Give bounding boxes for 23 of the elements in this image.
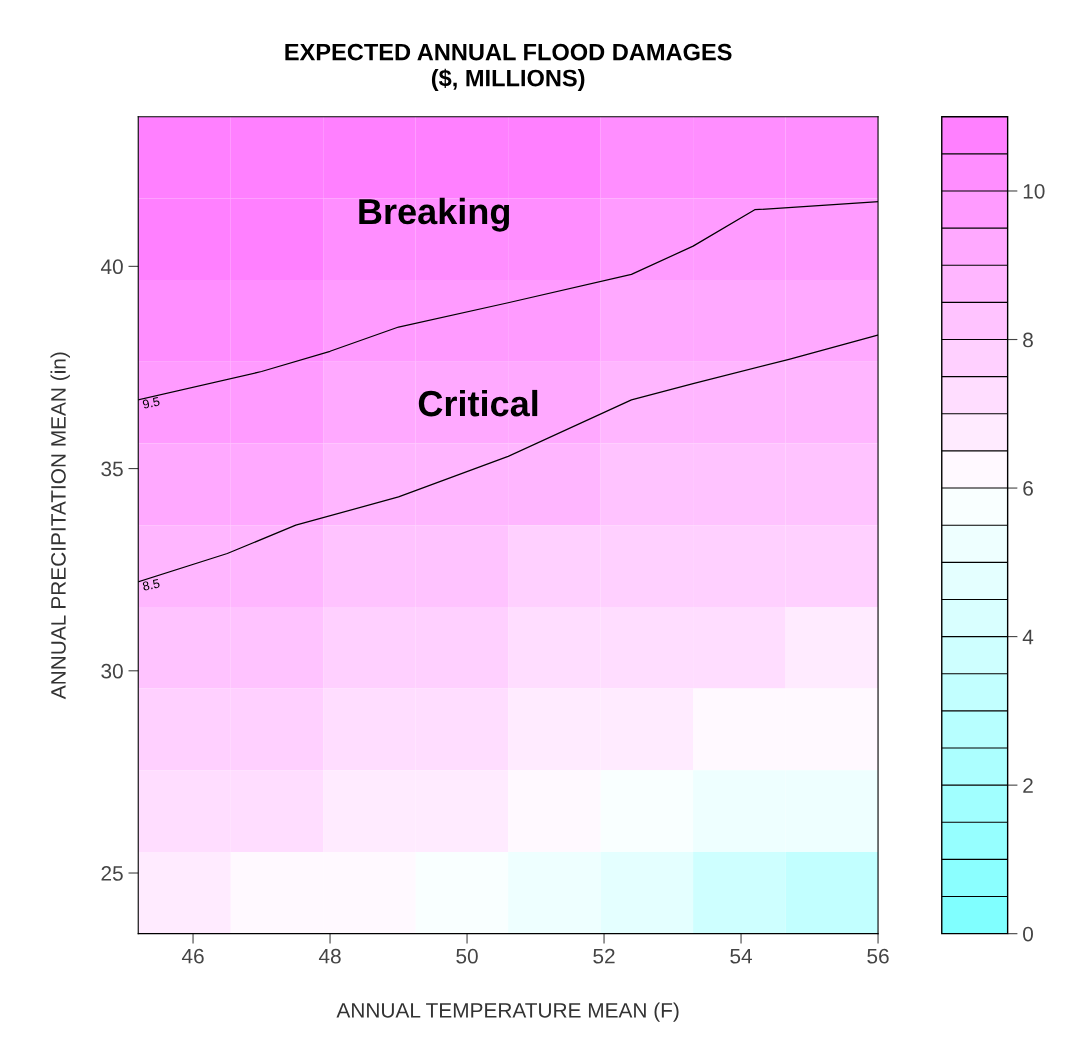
annotation: 9.5 bbox=[142, 396, 161, 409]
y-tick-label: 35 bbox=[101, 461, 123, 477]
color-bar-label: 6 bbox=[1023, 481, 1033, 496]
y-tick-label: 25 bbox=[101, 866, 123, 881]
y-tick-label: 40 bbox=[100, 259, 123, 275]
y-tick-label: 30 bbox=[101, 663, 123, 679]
color-bar-label: 2 bbox=[1023, 778, 1033, 793]
x-tick-label: 48 bbox=[318, 948, 341, 964]
annotation: Critical bbox=[418, 389, 538, 417]
y-axis-title: ANNUAL PRECIPITATION MEAN (in) bbox=[50, 352, 70, 700]
color-bar-label: 8 bbox=[1023, 332, 1033, 348]
annotation: Breaking bbox=[359, 197, 510, 232]
x-tick-label: 54 bbox=[730, 949, 753, 964]
annotation: 8.5 bbox=[142, 578, 161, 591]
color-bar-label: 0 bbox=[1023, 926, 1033, 942]
x-tick-label: 50 bbox=[456, 948, 478, 964]
x-tick-label: 56 bbox=[867, 948, 889, 964]
chart-title: EXPECTED ANNUAL FLOOD DAMAGES ($, MILLIONS) bbox=[285, 43, 732, 92]
x-axis-title: ANNUAL TEMPERATURE MEAN (F) bbox=[336, 1002, 679, 1022]
x-tick-label: 46 bbox=[181, 948, 204, 964]
color-bar-label: 4 bbox=[1022, 629, 1034, 645]
x-tick-label: 52 bbox=[593, 948, 615, 964]
color-bar-label: 10 bbox=[1023, 183, 1045, 199]
